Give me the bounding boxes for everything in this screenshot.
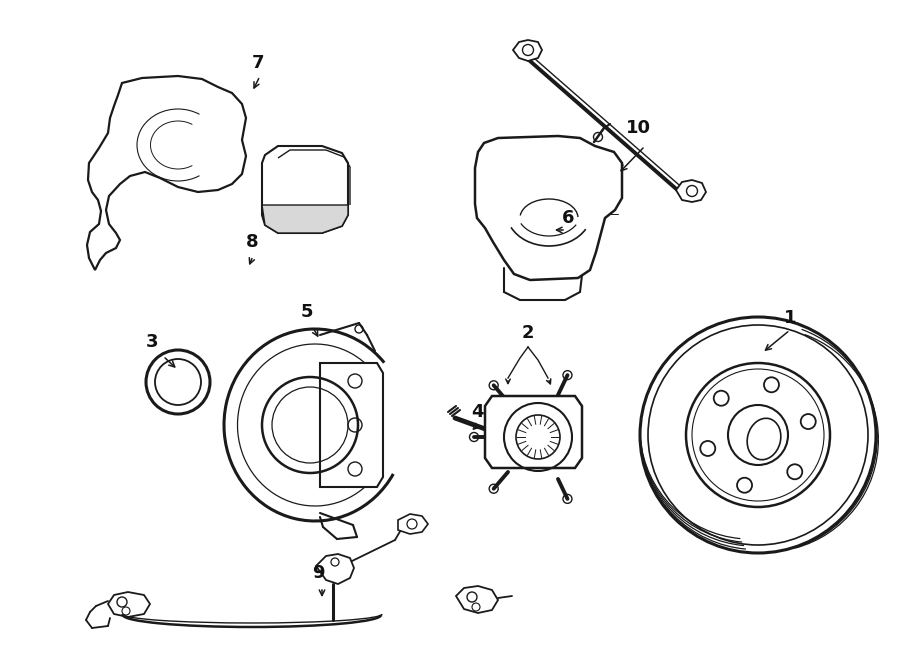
Polygon shape (320, 363, 383, 487)
Polygon shape (456, 586, 498, 613)
Polygon shape (398, 514, 428, 534)
Text: 7: 7 (252, 54, 265, 72)
Polygon shape (316, 554, 354, 584)
Polygon shape (676, 180, 706, 202)
Polygon shape (475, 136, 622, 280)
Polygon shape (87, 76, 246, 270)
Polygon shape (262, 146, 348, 233)
Text: 9: 9 (311, 564, 324, 582)
Text: 8: 8 (246, 233, 258, 251)
Polygon shape (513, 40, 542, 61)
Polygon shape (108, 592, 150, 617)
Polygon shape (485, 396, 582, 468)
Polygon shape (262, 205, 348, 233)
Text: 10: 10 (626, 119, 651, 137)
Text: 4: 4 (471, 403, 483, 421)
Text: 3: 3 (146, 333, 158, 351)
Text: 2: 2 (522, 324, 535, 342)
Text: 1: 1 (784, 309, 796, 327)
Text: 5: 5 (301, 303, 313, 321)
Text: 6: 6 (562, 209, 574, 227)
